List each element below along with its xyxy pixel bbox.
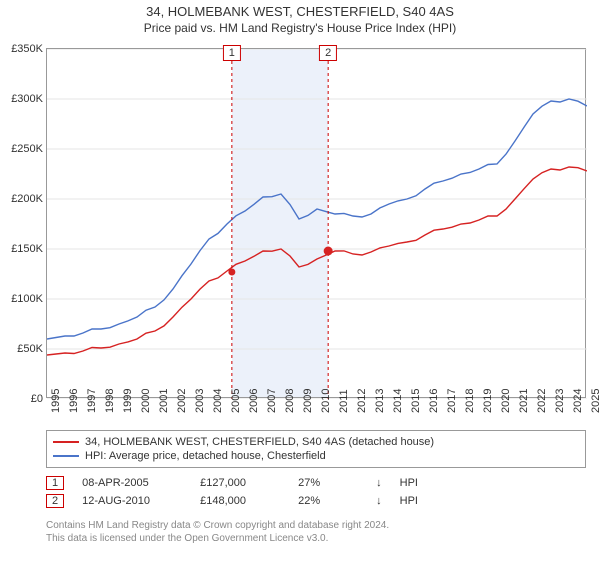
sale-pct: 22% — [298, 495, 358, 507]
sale-index: 2 — [46, 494, 64, 508]
y-tick-label: £0 — [3, 393, 43, 405]
y-tick-label: £350K — [3, 43, 43, 55]
x-tick-label: 1997 — [86, 389, 98, 413]
x-tick-label: 2004 — [212, 389, 224, 413]
y-tick-label: £250K — [3, 143, 43, 155]
x-tick-label: 2000 — [140, 389, 152, 413]
sale-marker-dot — [324, 247, 333, 256]
x-tick-label: 1996 — [68, 389, 80, 413]
sale-price: £127,000 — [200, 477, 280, 489]
x-tick-label: 2001 — [158, 389, 170, 413]
legend-swatch — [53, 455, 79, 457]
x-tick-label: 2005 — [230, 389, 242, 413]
sale-arrow-icon: ↓ — [376, 477, 382, 489]
x-tick-label: 2002 — [176, 389, 188, 413]
legend-label: HPI: Average price, detached house, Ches… — [85, 450, 326, 462]
legend: 34, HOLMEBANK WEST, CHESTERFIELD, S40 4A… — [46, 430, 586, 468]
x-tick-label: 2014 — [392, 389, 404, 413]
y-tick-label: £300K — [3, 93, 43, 105]
x-tick-label: 2024 — [572, 389, 584, 413]
x-tick-label: 2008 — [284, 389, 296, 413]
x-tick-label: 2019 — [482, 389, 494, 413]
x-tick-label: 2006 — [248, 389, 260, 413]
sale-date: 12-AUG-2010 — [82, 495, 182, 507]
attribution-line: Contains HM Land Registry data © Crown c… — [46, 520, 586, 533]
attribution: Contains HM Land Registry data © Crown c… — [46, 520, 586, 545]
x-tick-label: 2018 — [464, 389, 476, 413]
legend-swatch — [53, 441, 79, 443]
chart-svg — [47, 49, 587, 399]
x-tick-label: 2013 — [374, 389, 386, 413]
x-tick-label: 2016 — [428, 389, 440, 413]
y-tick-label: £200K — [3, 193, 43, 205]
y-tick-label: £100K — [3, 293, 43, 305]
x-tick-label: 2012 — [356, 389, 368, 413]
x-tick-label: 2023 — [554, 389, 566, 413]
sale-row: 2 12-AUG-2010 £148,000 22% ↓ HPI — [46, 492, 586, 510]
sale-marker-label: 1 — [223, 45, 241, 61]
sale-row: 1 08-APR-2005 £127,000 27% ↓ HPI — [46, 474, 586, 492]
sale-pct: 27% — [298, 477, 358, 489]
y-tick-label: £150K — [3, 243, 43, 255]
legend-item: HPI: Average price, detached house, Ches… — [53, 449, 579, 463]
x-tick-label: 1998 — [104, 389, 116, 413]
x-tick-label: 2007 — [266, 389, 278, 413]
attribution-line: This data is licensed under the Open Gov… — [46, 533, 586, 546]
x-tick-label: 2025 — [590, 389, 600, 413]
y-tick-label: £50K — [3, 343, 43, 355]
x-tick-label: 2017 — [446, 389, 458, 413]
x-tick-label: 2022 — [536, 389, 548, 413]
sale-price: £148,000 — [200, 495, 280, 507]
price-chart: £0£50K£100K£150K£200K£250K£300K£350K1995… — [46, 48, 586, 398]
x-tick-label: 2009 — [302, 389, 314, 413]
x-tick-label: 2011 — [338, 389, 350, 413]
chart-subtitle: Price paid vs. HM Land Registry's House … — [0, 21, 600, 35]
sale-ref: HPI — [400, 477, 418, 489]
sale-ref: HPI — [400, 495, 418, 507]
x-tick-label: 2021 — [518, 389, 530, 413]
x-tick-label: 2003 — [194, 389, 206, 413]
x-tick-label: 2010 — [320, 389, 332, 413]
x-tick-label: 1999 — [122, 389, 134, 413]
sale-marker-dot — [228, 269, 235, 276]
sale-arrow-icon: ↓ — [376, 495, 382, 507]
legend-label: 34, HOLMEBANK WEST, CHESTERFIELD, S40 4A… — [85, 436, 434, 448]
sales-table: 1 08-APR-2005 £127,000 27% ↓ HPI 2 12-AUG-2010 £… — [46, 474, 586, 510]
legend-item: 34, HOLMEBANK WEST, CHESTERFIELD, S40 4A… — [53, 435, 579, 449]
chart-title: 34, HOLMEBANK WEST, CHESTERFIELD, S40 4A… — [0, 4, 600, 19]
series-hpi — [47, 99, 587, 339]
x-tick-label: 2015 — [410, 389, 422, 413]
series-property — [47, 167, 587, 355]
sale-marker-label: 2 — [319, 45, 337, 61]
sale-index: 1 — [46, 476, 64, 490]
sale-date: 08-APR-2005 — [82, 477, 182, 489]
x-tick-label: 2020 — [500, 389, 512, 413]
x-tick-label: 1995 — [50, 389, 62, 413]
